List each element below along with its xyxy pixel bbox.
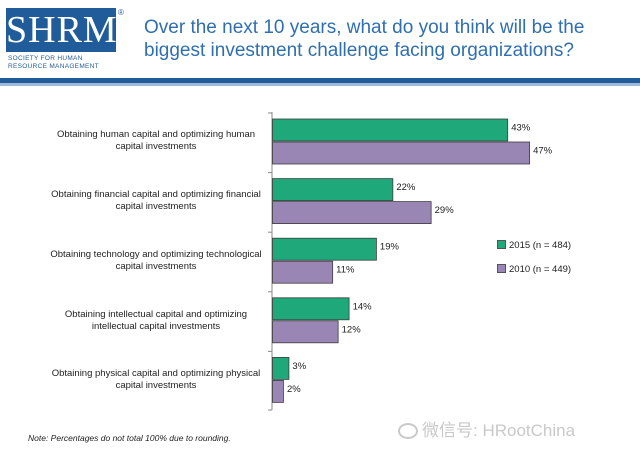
data-label-human-2010: 47% <box>533 146 553 157</box>
registered-mark: ® <box>118 8 124 17</box>
category-label-financial: Obtaining financial capital and optimizi… <box>51 189 261 212</box>
bar-technology-2010 <box>272 260 334 284</box>
legend-item-2010: 2010 (n = 449) <box>497 264 571 275</box>
bar-financial-2015 <box>272 178 394 202</box>
watermark-text: 微信号: HRootChina <box>422 421 576 440</box>
legend-swatch-2015 <box>497 240 506 249</box>
data-label-physical-2015: 3% <box>292 361 306 372</box>
data-label-physical-2010: 2% <box>287 384 301 395</box>
shrm-logo: SHRM ® SOCIETY FOR HUMAN RESOURCE MANAGE… <box>6 8 124 70</box>
header-divider <box>0 78 640 83</box>
logo-subtitle: SOCIETY FOR HUMAN RESOURCE MANAGEMENT <box>8 55 126 70</box>
page-title: Over the next 10 years, what do you thin… <box>144 17 585 61</box>
data-label-human-2015: 43% <box>511 123 531 134</box>
logo-subtitle-line2: RESOURCE MANAGEMENT <box>8 62 99 70</box>
wechat-icon <box>398 423 418 439</box>
logo-subtitle-line1: SOCIETY FOR HUMAN <box>8 55 83 62</box>
legend-swatch-2010 <box>497 264 506 273</box>
bar-intellectual-2010 <box>272 320 339 344</box>
bar-physical-2015 <box>272 356 290 380</box>
category-label-technology: Obtaining technology and optimizing tech… <box>50 249 262 272</box>
header-divider-light <box>0 83 640 86</box>
bar-technology-2015 <box>272 237 377 261</box>
bar-human-2010 <box>272 141 530 165</box>
bar-intellectual-2015 <box>272 297 350 321</box>
footnote: Note: Percentages do not total 100% due … <box>28 433 231 443</box>
bar-financial-2010 <box>272 201 432 225</box>
bar-physical-2010 <box>272 379 284 403</box>
legend-label-2015: 2015 (n = 484) <box>509 240 572 251</box>
legend-label-2010: 2010 (n = 449) <box>509 264 572 275</box>
header: SHRM ® SOCIETY FOR HUMAN RESOURCE MANAGE… <box>0 0 640 86</box>
data-label-financial-2010: 29% <box>435 205 455 216</box>
data-label-intellectual-2010: 12% <box>342 324 362 335</box>
watermark: 微信号: HRootChina <box>398 416 575 441</box>
data-label-intellectual-2015: 14% <box>353 301 373 312</box>
category-label-intellectual: Obtaining intellectual capital and optim… <box>64 309 248 332</box>
data-label-technology-2015: 19% <box>380 242 400 253</box>
data-label-financial-2015: 22% <box>396 182 416 193</box>
category-label-physical: Obtaining physical capital and optimizin… <box>51 368 261 391</box>
bar-human-2015 <box>272 118 509 142</box>
category-label-human: Obtaining human capital and optimizing h… <box>56 129 256 152</box>
logo-wordmark: SHRM <box>6 8 118 52</box>
data-label-technology-2010: 11% <box>336 265 355 276</box>
legend-item-2015: 2015 (n = 484) <box>497 240 571 251</box>
